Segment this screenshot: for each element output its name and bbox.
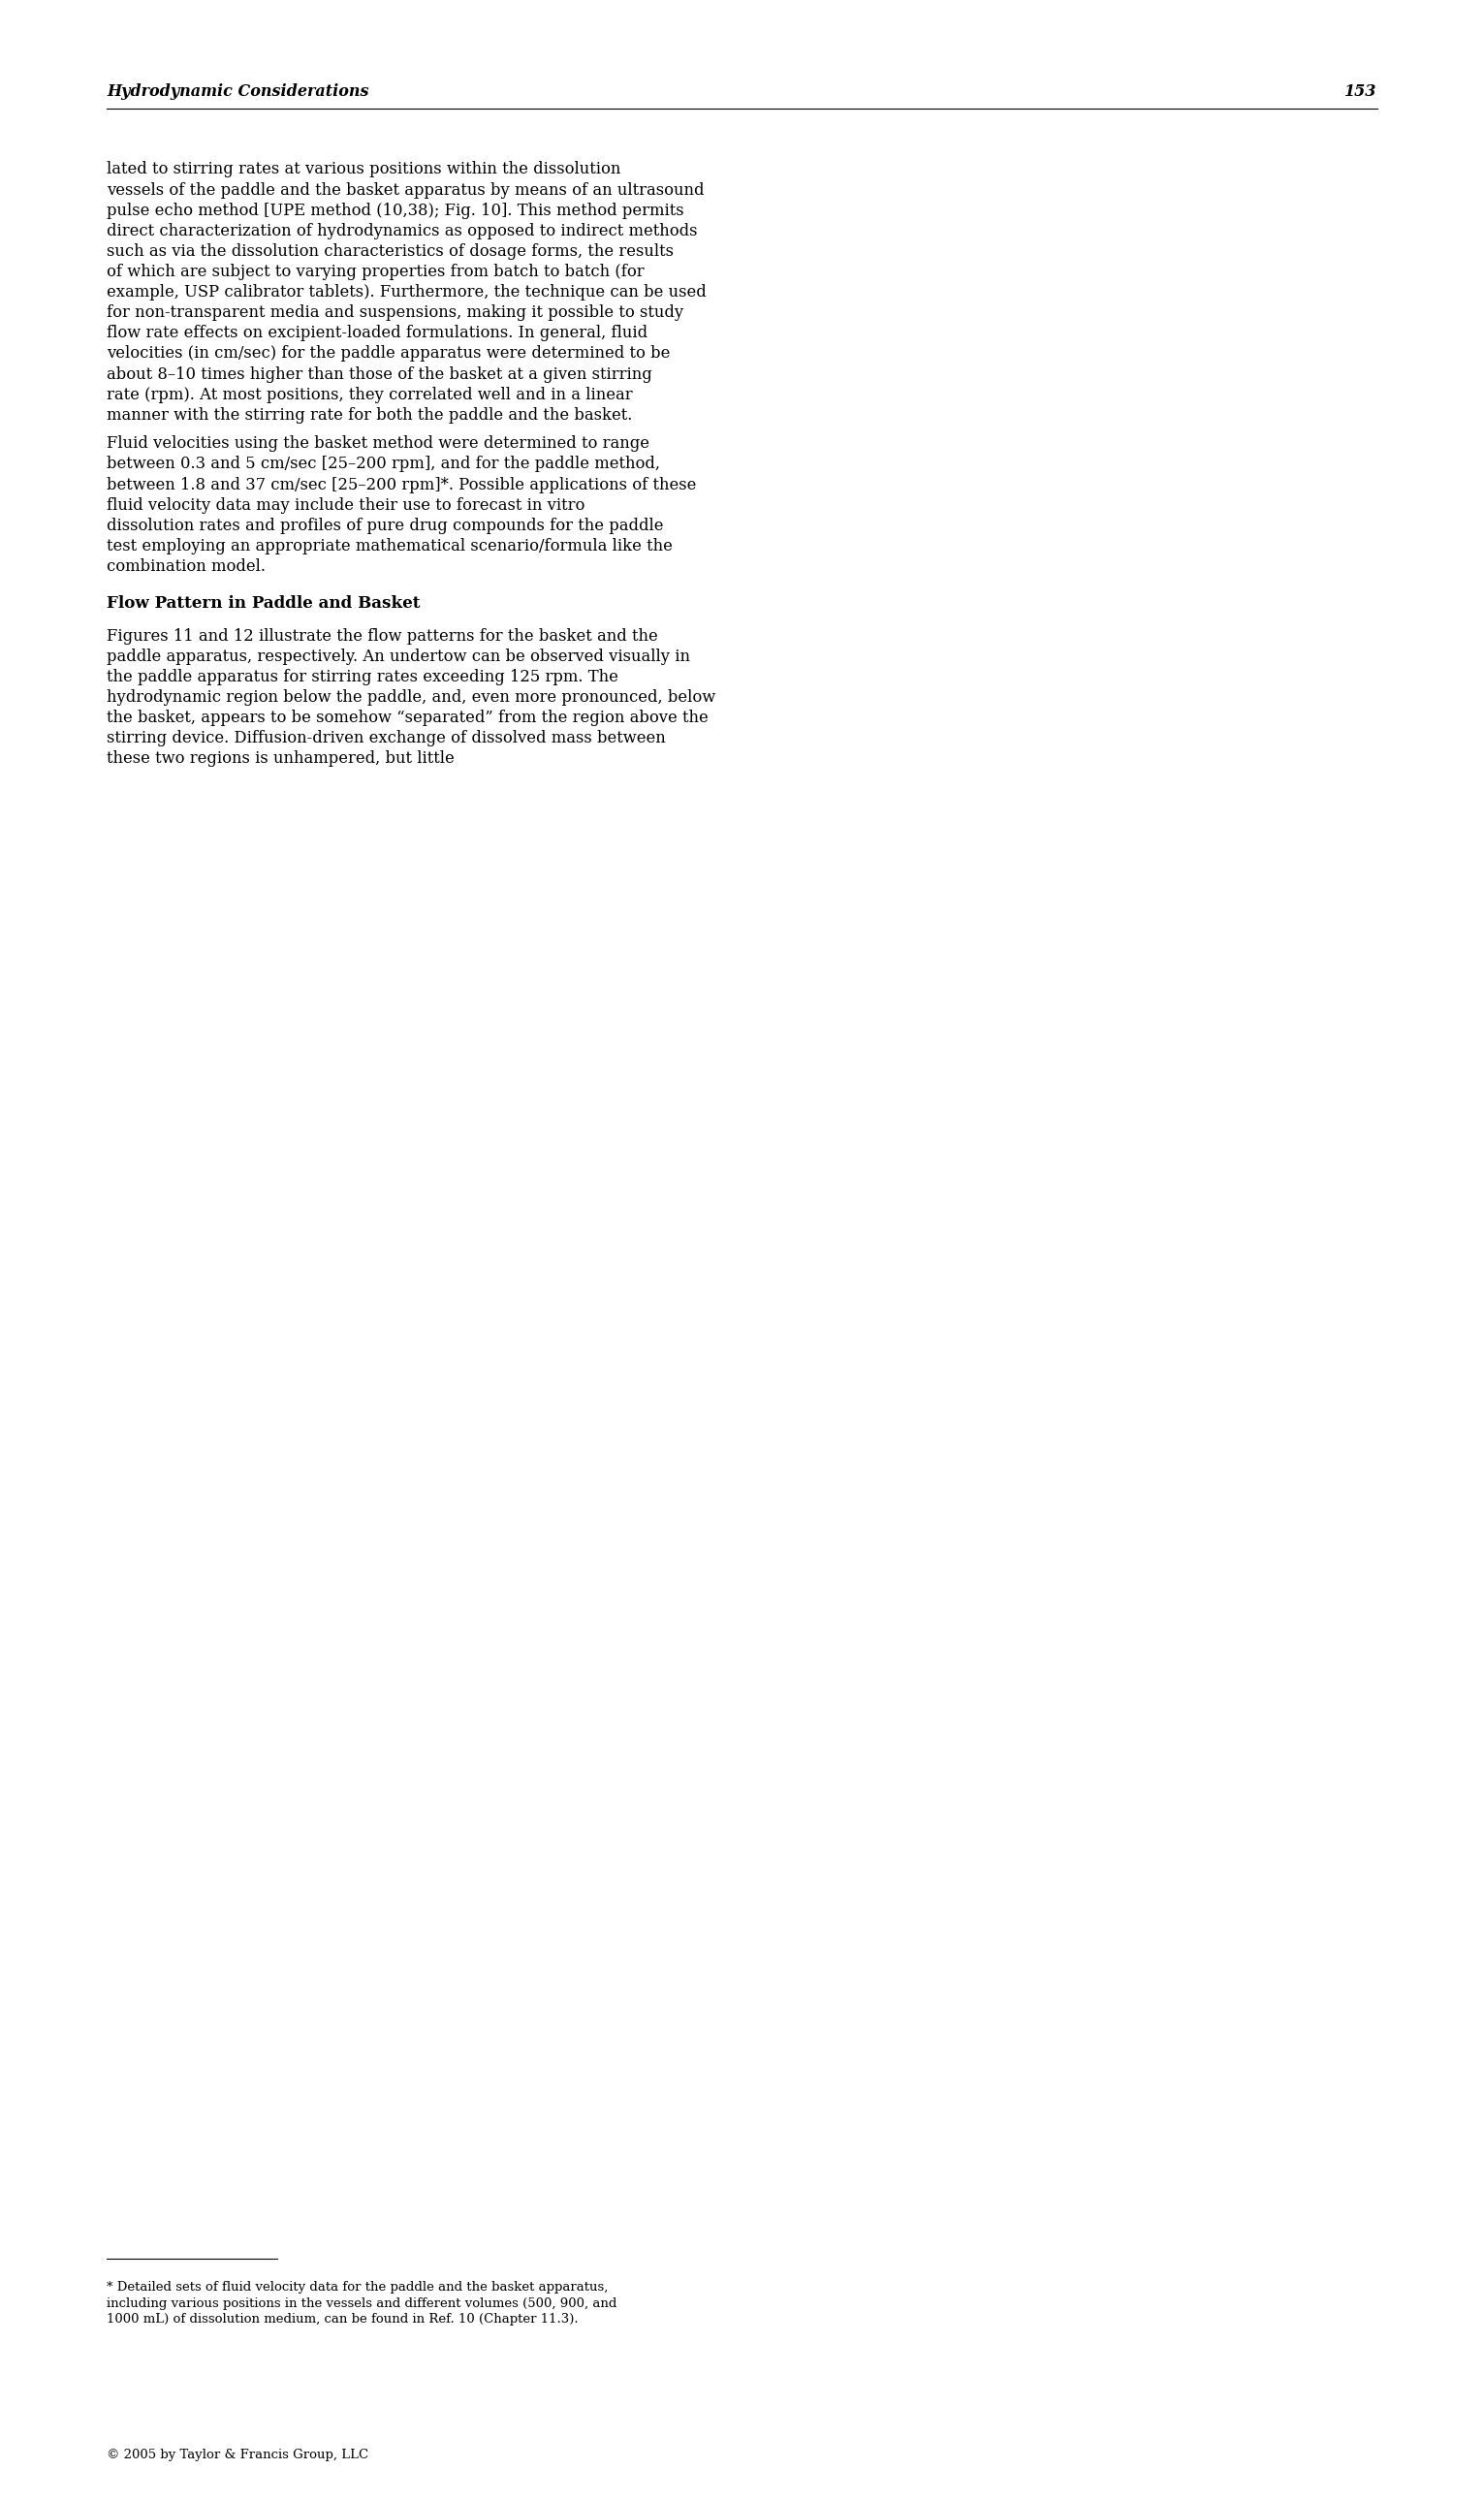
Text: including various positions in the vessels and different volumes (500, 900, and: including various positions in the vesse…: [107, 2296, 617, 2308]
Text: about 8–10 times higher than those of the basket at a given stirring: about 8–10 times higher than those of th…: [107, 365, 653, 383]
Text: example, USP calibrator tablets). Furthermore, the technique can be used: example, USP calibrator tablets). Furthe…: [107, 285, 706, 300]
Text: stirring device. Diffusion-driven exchange of dissolved mass between: stirring device. Diffusion-driven exchan…: [107, 730, 666, 748]
Text: Flow Pattern in Paddle and Basket: Flow Pattern in Paddle and Basket: [107, 595, 420, 613]
Text: the paddle apparatus for stirring rates exceeding 125 rpm. The: the paddle apparatus for stirring rates …: [107, 668, 619, 685]
Text: the basket, appears to be somehow “separated” from the region above the: the basket, appears to be somehow “separ…: [107, 710, 708, 725]
Text: Figures 11 and 12 illustrate the flow patterns for the basket and the: Figures 11 and 12 illustrate the flow pa…: [107, 628, 657, 645]
Text: © 2005 by Taylor & Francis Group, LLC: © 2005 by Taylor & Francis Group, LLC: [107, 2448, 368, 2461]
Text: 153: 153: [1345, 83, 1377, 100]
Text: Fluid velocities using the basket method were determined to range: Fluid velocities using the basket method…: [107, 435, 650, 453]
Text: combination model.: combination model.: [107, 558, 266, 575]
Text: such as via the dissolution characteristics of dosage forms, the results: such as via the dissolution characterist…: [107, 243, 674, 260]
Text: direct characterization of hydrodynamics as opposed to indirect methods: direct characterization of hydrodynamics…: [107, 223, 697, 240]
Text: dissolution rates and profiles of pure drug compounds for the paddle: dissolution rates and profiles of pure d…: [107, 518, 663, 533]
Text: test employing an appropriate mathematical scenario/formula like the: test employing an appropriate mathematic…: [107, 538, 672, 555]
Text: pulse echo method [UPE method (10,38); Fig. 10]. This method permits: pulse echo method [UPE method (10,38); F…: [107, 203, 684, 218]
Text: vessels of the paddle and the basket apparatus by means of an ultrasound: vessels of the paddle and the basket app…: [107, 183, 705, 198]
Text: Hydrodynamic Considerations: Hydrodynamic Considerations: [107, 83, 370, 100]
Text: paddle apparatus, respectively. An undertow can be observed visually in: paddle apparatus, respectively. An under…: [107, 648, 690, 665]
Text: these two regions is unhampered, but little: these two regions is unhampered, but lit…: [107, 750, 454, 768]
Text: flow rate effects on excipient-loaded formulations. In general, fluid: flow rate effects on excipient-loaded fo…: [107, 325, 649, 343]
Text: * Detailed sets of fluid velocity data for the paddle and the basket apparatus,: * Detailed sets of fluid velocity data f…: [107, 2281, 608, 2293]
Text: lated to stirring rates at various positions within the dissolution: lated to stirring rates at various posit…: [107, 160, 620, 178]
Text: between 1.8 and 37 cm/sec [25–200 rpm]*. Possible applications of these: between 1.8 and 37 cm/sec [25–200 rpm]*.…: [107, 478, 696, 493]
Text: of which are subject to varying properties from batch to batch (for: of which are subject to varying properti…: [107, 263, 644, 280]
Text: manner with the stirring rate for both the paddle and the basket.: manner with the stirring rate for both t…: [107, 408, 632, 423]
Text: hydrodynamic region below the paddle, and, even more pronounced, below: hydrodynamic region below the paddle, an…: [107, 690, 715, 705]
Text: velocities (in cm/sec) for the paddle apparatus were determined to be: velocities (in cm/sec) for the paddle ap…: [107, 345, 671, 363]
Text: for non-transparent media and suspensions, making it possible to study: for non-transparent media and suspension…: [107, 305, 684, 320]
Text: 1000 mL) of dissolution medium, can be found in Ref. 10 (Chapter 11.3).: 1000 mL) of dissolution medium, can be f…: [107, 2313, 579, 2326]
Text: between 0.3 and 5 cm/sec [25–200 rpm], and for the paddle method,: between 0.3 and 5 cm/sec [25–200 rpm], a…: [107, 455, 660, 473]
Text: fluid velocity data may include their use to forecast in vitro: fluid velocity data may include their us…: [107, 498, 585, 513]
Text: rate (rpm). At most positions, they correlated well and in a linear: rate (rpm). At most positions, they corr…: [107, 388, 632, 403]
